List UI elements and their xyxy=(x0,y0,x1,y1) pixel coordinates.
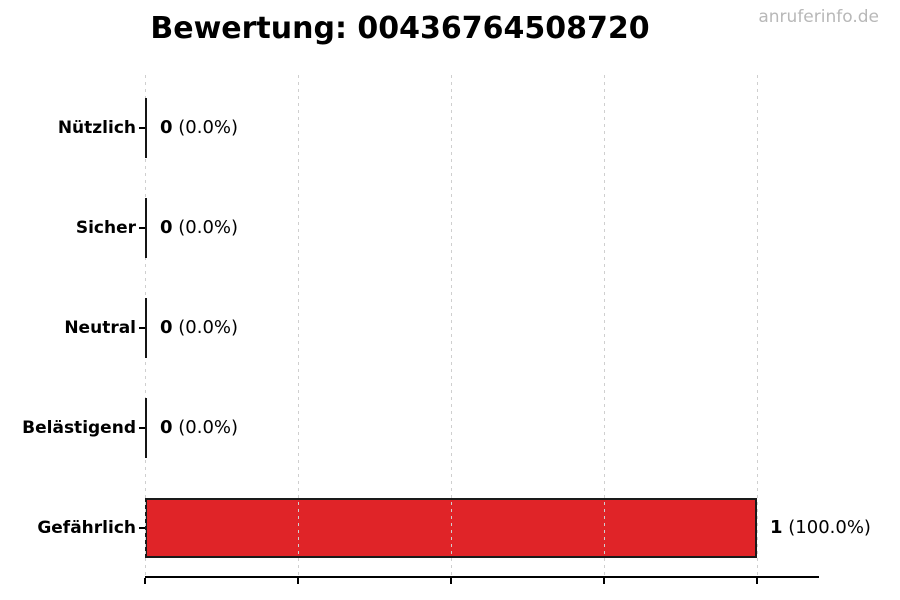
x-tick xyxy=(756,578,758,584)
value-percent: (0.0%) xyxy=(178,216,239,238)
value-label: 0 (0.0%) xyxy=(160,315,238,341)
category-label: Sicher xyxy=(75,217,136,238)
watermark: anruferinfo.de xyxy=(758,7,879,27)
value-percent: (100.0%) xyxy=(788,516,871,538)
gridline xyxy=(298,75,299,576)
zero-bar xyxy=(145,197,147,258)
y-tick xyxy=(139,126,145,129)
value-count: 0 xyxy=(160,216,173,238)
y-tick xyxy=(139,226,145,229)
value-label: 0 (0.0%) xyxy=(160,215,238,241)
y-tick xyxy=(139,326,145,329)
category-label: Nützlich xyxy=(57,117,136,138)
value-count: 0 xyxy=(160,316,173,338)
zero-bar xyxy=(145,397,147,458)
gridline xyxy=(451,75,452,576)
category-label: Gefährlich xyxy=(37,517,136,538)
x-tick xyxy=(144,578,146,584)
y-tick xyxy=(139,526,145,529)
zero-bar xyxy=(145,297,147,358)
x-tick xyxy=(450,578,452,584)
gridline xyxy=(604,75,605,576)
value-count: 1 xyxy=(770,516,783,538)
y-tick xyxy=(139,426,145,429)
value-count: 0 xyxy=(160,416,173,438)
x-tick xyxy=(603,578,605,584)
value-percent: (0.0%) xyxy=(178,316,239,338)
category-label: Neutral xyxy=(64,317,136,338)
value-percent: (0.0%) xyxy=(178,416,239,438)
value-label: 1 (100.0%) xyxy=(770,515,871,541)
zero-bar xyxy=(145,97,147,158)
value-count: 0 xyxy=(160,116,173,138)
chart-title: Bewertung: 00436764508720 xyxy=(150,11,650,46)
value-label: 0 (0.0%) xyxy=(160,415,238,441)
gridline xyxy=(757,75,758,576)
category-label: Belästigend xyxy=(22,417,136,438)
value-label: 0 (0.0%) xyxy=(160,115,238,141)
value-percent: (0.0%) xyxy=(178,116,239,138)
x-tick xyxy=(297,578,299,584)
